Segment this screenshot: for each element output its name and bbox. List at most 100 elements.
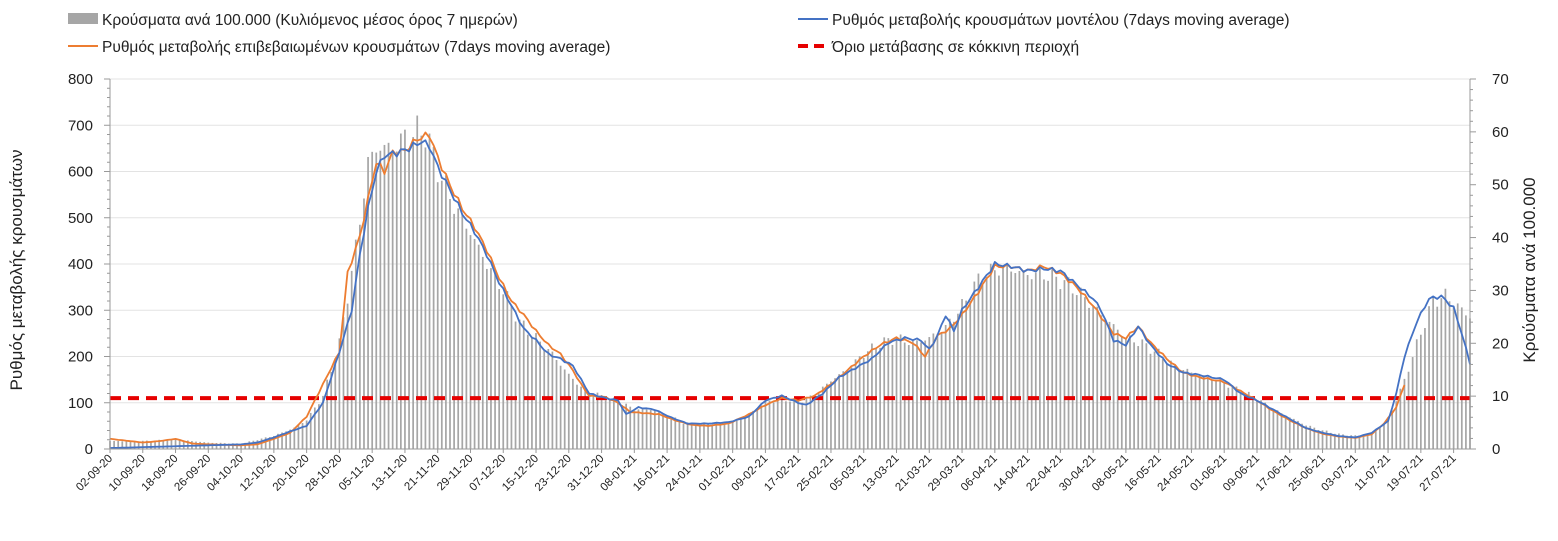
bar [1079, 287, 1082, 449]
x-tick-label: 27-07-21 [1418, 453, 1459, 494]
bar [580, 386, 582, 449]
bar [510, 305, 513, 449]
bar [350, 270, 353, 449]
bar [1305, 425, 1307, 449]
bar [514, 321, 517, 449]
bar [1174, 365, 1176, 449]
bar [473, 238, 476, 449]
bar [277, 433, 279, 449]
bar [125, 441, 128, 449]
bar [576, 384, 578, 449]
bar [928, 337, 931, 449]
legend: Κρούσματα ανά 100.000 (Κυλιόμενος μέσος … [68, 12, 1290, 56]
bar [973, 281, 976, 449]
bar [383, 144, 386, 449]
bar [1075, 295, 1078, 449]
bar [481, 256, 484, 449]
bar [1104, 320, 1107, 449]
bar [621, 405, 623, 449]
bar [596, 392, 599, 449]
bar [1387, 419, 1389, 449]
y-right-tick-label: 60 [1492, 124, 1509, 141]
bar [395, 151, 398, 449]
bar [1194, 375, 1197, 449]
bar [170, 439, 173, 449]
bar [989, 263, 992, 449]
bar [1321, 430, 1324, 449]
bar [1186, 368, 1189, 449]
bar [617, 402, 619, 449]
bar [1329, 432, 1332, 449]
bar [899, 334, 902, 449]
bar [1133, 342, 1135, 449]
bar [146, 440, 148, 449]
bar [1071, 293, 1074, 449]
bar [764, 399, 767, 449]
bar [420, 135, 423, 449]
legend-swatch-bar [68, 13, 98, 24]
bar [121, 441, 124, 449]
bar [563, 369, 566, 449]
bar [154, 440, 156, 449]
bar [268, 437, 271, 449]
bar [846, 370, 849, 449]
gridlines [110, 78, 1470, 404]
bar [912, 340, 914, 449]
bar [805, 397, 808, 449]
bar [662, 413, 664, 449]
bar [367, 156, 369, 450]
bar [711, 425, 714, 449]
bar [1141, 339, 1144, 449]
bar [535, 333, 537, 449]
bar [244, 442, 247, 449]
bar [1403, 378, 1406, 449]
bar [1383, 422, 1385, 449]
bar [727, 423, 730, 449]
bar [309, 412, 312, 449]
bar [584, 388, 587, 449]
bar [613, 397, 615, 449]
bar [1268, 408, 1271, 449]
bar [240, 443, 242, 449]
bar [354, 239, 357, 449]
bar [809, 395, 812, 449]
bar [1432, 296, 1434, 449]
bar [371, 151, 374, 449]
bar [227, 443, 230, 449]
bar [1247, 391, 1250, 449]
bar [731, 421, 734, 449]
bar [1338, 433, 1340, 449]
bar [887, 338, 890, 449]
bar [1276, 410, 1279, 449]
legend-label: Ρυθμός μεταβολής επιβεβαιωμένων κρουσμάτ… [102, 39, 610, 56]
bar [748, 414, 750, 449]
bar [1166, 364, 1168, 449]
bar [694, 425, 697, 449]
bar [342, 317, 345, 449]
bar [1190, 372, 1193, 449]
bar [490, 268, 492, 449]
bar [428, 133, 431, 450]
bar [1325, 430, 1328, 449]
bar [1411, 357, 1414, 449]
bar [141, 440, 144, 449]
bar [150, 441, 152, 449]
bar [1465, 315, 1467, 449]
bar [1063, 280, 1066, 449]
bar [457, 208, 460, 449]
bar [1022, 270, 1025, 449]
bar [838, 374, 841, 449]
bar [551, 351, 554, 449]
bar [162, 440, 165, 449]
bar [645, 409, 648, 449]
bar-series [109, 115, 1471, 450]
bar [813, 397, 816, 449]
bar [1161, 359, 1164, 449]
bar [1120, 337, 1123, 449]
bar [653, 410, 656, 449]
bar [445, 175, 447, 449]
bar [1129, 335, 1131, 449]
bar [334, 360, 337, 449]
bar [1047, 280, 1049, 449]
y-right-tick-label: 10 [1492, 388, 1509, 405]
